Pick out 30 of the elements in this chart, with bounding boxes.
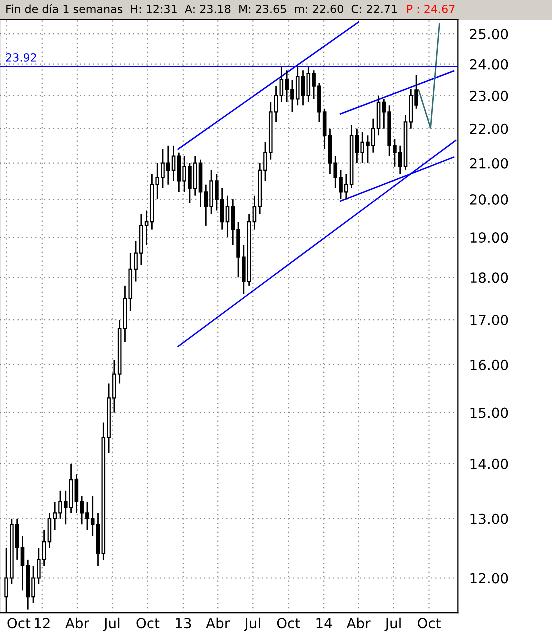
- y-tick-label: 22.00: [470, 124, 508, 134]
- x-tick-label: 12: [35, 618, 50, 628]
- y-tick-label: 20.00: [470, 194, 508, 206]
- x-tick-label: Oct: [8, 618, 31, 629]
- y-tick-label: 12.00: [470, 573, 508, 584]
- y-tick-label: 17.00: [470, 314, 508, 326]
- x-tick-label: Oct: [418, 618, 441, 629]
- ref-line-label: 23.92: [6, 54, 36, 62]
- y-tick-label: 24.00: [470, 59, 508, 70]
- text: P : 24.67: [407, 4, 455, 14]
- x-tick-label: Oct: [277, 618, 300, 629]
- x-tick-label: Abr: [346, 618, 371, 629]
- chart-title: Fin de día 1 semanas H: 12:31 A: 23.18 M: 23.65 m: 22.60 C: 22.71: [6, 4, 398, 14]
- x-tick-label: 13: [176, 618, 192, 629]
- x-tick-label: Jul: [244, 618, 260, 632]
- y-tick-label: 21.00: [470, 158, 508, 169]
- x-tick-label: Jul: [384, 618, 401, 632]
- y-tick-label: 13.00: [470, 514, 508, 524]
- y-tick-label: 19.00: [470, 232, 508, 244]
- y-tick-label: 18.00: [470, 272, 508, 284]
- y-tick-label: 15.00: [470, 408, 508, 418]
- y-tick-label: 25.00: [470, 29, 508, 40]
- y-tick-label: 16.00: [470, 360, 508, 370]
- y-tick-label: 14.00: [470, 458, 508, 470]
- x-tick-label: Abr: [206, 618, 230, 629]
- x-tick-label: Abr: [66, 618, 90, 629]
- x-tick-label: 14: [316, 618, 332, 628]
- x-tick-label: Oct: [136, 618, 160, 629]
- y-tick-label: 23.00: [470, 90, 508, 102]
- x-tick-label: Jul: [103, 618, 120, 632]
